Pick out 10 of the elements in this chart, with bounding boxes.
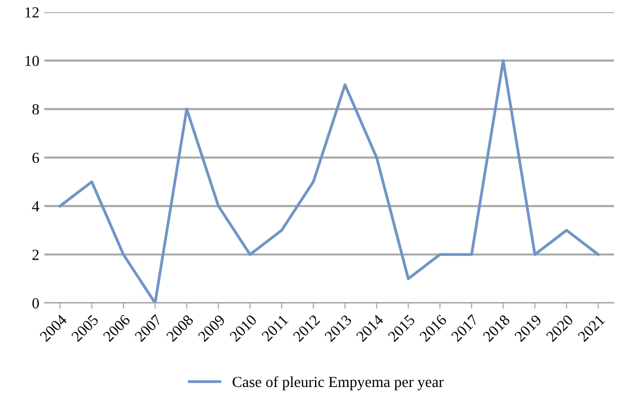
- y-tick-label: 10: [26, 56, 39, 66]
- x-tick-label: 2011: [261, 314, 289, 342]
- y-tick-label: 6: [32, 152, 39, 164]
- line-series: [58, 59, 600, 303]
- y-tick-label: 12: [26, 7, 39, 18]
- y-tick-label: 8: [32, 104, 39, 115]
- y-tick-label: 2: [32, 250, 39, 260]
- legend-label: Case of pleuric Empyema per year: [232, 376, 444, 390]
- y-tick-label: 0: [32, 298, 39, 308]
- y-tick-label: 4: [32, 201, 40, 212]
